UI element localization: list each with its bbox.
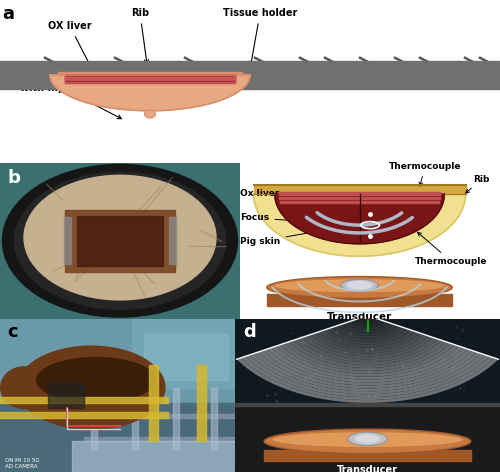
Polygon shape: [337, 324, 398, 336]
Polygon shape: [298, 337, 438, 362]
Circle shape: [14, 172, 226, 309]
Polygon shape: [354, 319, 380, 324]
Ellipse shape: [355, 434, 380, 444]
Polygon shape: [284, 342, 450, 371]
Text: Focus: Focus: [240, 213, 356, 227]
Polygon shape: [350, 320, 385, 327]
Polygon shape: [0, 403, 240, 472]
Polygon shape: [250, 354, 485, 394]
Polygon shape: [276, 345, 459, 377]
Polygon shape: [246, 355, 490, 397]
Text: Pig skin: Pig skin: [240, 231, 314, 246]
Polygon shape: [320, 330, 416, 347]
Polygon shape: [0, 163, 240, 319]
Text: Transducer: Transducer: [327, 312, 392, 322]
Polygon shape: [254, 194, 466, 256]
Polygon shape: [0, 319, 240, 472]
Polygon shape: [359, 317, 376, 321]
Ellipse shape: [341, 279, 378, 291]
Text: c: c: [7, 323, 18, 341]
Polygon shape: [65, 210, 175, 272]
Polygon shape: [264, 450, 471, 461]
Ellipse shape: [274, 279, 445, 292]
Polygon shape: [50, 75, 250, 111]
Text: d: d: [243, 323, 256, 341]
Text: OX liver: OX liver: [48, 21, 93, 71]
Text: Rib: Rib: [466, 175, 490, 193]
Polygon shape: [328, 327, 406, 342]
Text: a: a: [2, 5, 14, 23]
Ellipse shape: [272, 432, 462, 447]
Polygon shape: [272, 346, 464, 379]
Polygon shape: [346, 321, 390, 330]
Ellipse shape: [348, 432, 387, 446]
Polygon shape: [302, 336, 433, 359]
Polygon shape: [363, 315, 372, 319]
Polygon shape: [306, 335, 428, 356]
Text: Pig skin
with nipple: Pig skin with nipple: [20, 72, 122, 118]
Polygon shape: [132, 319, 240, 388]
Polygon shape: [280, 343, 454, 374]
Text: Ox liver: Ox liver: [240, 188, 330, 208]
Polygon shape: [62, 75, 238, 88]
Text: ON MI 10 5G: ON MI 10 5G: [5, 458, 40, 463]
Ellipse shape: [144, 110, 156, 118]
Text: Thermocouple: Thermocouple: [415, 232, 488, 266]
Polygon shape: [267, 347, 468, 383]
Polygon shape: [275, 194, 444, 244]
Bar: [64, 217, 71, 264]
Text: b: b: [7, 169, 20, 187]
Polygon shape: [77, 216, 163, 266]
Polygon shape: [311, 333, 424, 354]
Text: Tissue holder: Tissue holder: [223, 8, 297, 65]
Ellipse shape: [0, 366, 48, 409]
Text: Rib: Rib: [131, 8, 149, 64]
Text: Thermocouple: Thermocouple: [388, 162, 461, 186]
Text: Transducer: Transducer: [337, 465, 398, 472]
Polygon shape: [263, 349, 472, 386]
Polygon shape: [342, 323, 394, 333]
Circle shape: [2, 164, 238, 317]
Ellipse shape: [267, 277, 452, 298]
Text: AD CAMERA: AD CAMERA: [5, 464, 38, 469]
Polygon shape: [236, 358, 498, 403]
Polygon shape: [254, 185, 466, 194]
Circle shape: [24, 175, 216, 300]
Polygon shape: [324, 329, 411, 345]
Polygon shape: [144, 334, 228, 380]
Ellipse shape: [346, 281, 372, 290]
Ellipse shape: [264, 429, 471, 454]
Polygon shape: [294, 339, 442, 365]
Polygon shape: [254, 352, 481, 391]
Polygon shape: [315, 331, 420, 351]
Polygon shape: [241, 356, 494, 400]
Polygon shape: [48, 383, 84, 408]
Polygon shape: [58, 72, 242, 75]
Polygon shape: [289, 340, 446, 368]
Polygon shape: [258, 351, 476, 388]
Polygon shape: [72, 441, 240, 472]
Polygon shape: [332, 326, 402, 339]
Polygon shape: [235, 405, 500, 472]
Ellipse shape: [17, 346, 166, 430]
Polygon shape: [235, 319, 500, 405]
Bar: [169, 217, 176, 264]
Polygon shape: [267, 294, 452, 306]
Ellipse shape: [36, 357, 156, 403]
